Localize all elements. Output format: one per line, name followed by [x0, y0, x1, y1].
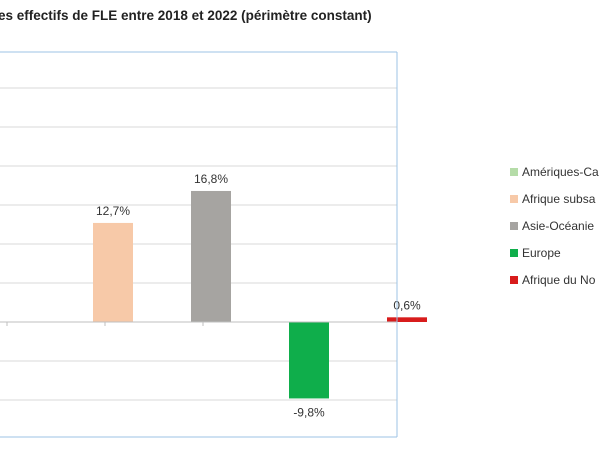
legend-label: Europe: [522, 246, 561, 260]
legend-swatch: [510, 168, 518, 176]
legend-label: Afrique du No: [522, 273, 596, 287]
legend-label: Asie-Océanie: [522, 219, 595, 233]
legend-label: Afrique subsa: [522, 192, 596, 206]
data-label: 0,6%: [393, 298, 421, 312]
bar-afrique-du-no: [387, 317, 427, 322]
chart-title: es effectifs de FLE entre 2018 et 2022 (…: [0, 8, 372, 23]
legend-item: Afrique du No: [510, 273, 600, 300]
bar-asie-oc-anie: [191, 190, 231, 322]
legend-item: Amériques-Ca: [510, 165, 600, 192]
bar-afrique-subsa: [93, 222, 133, 322]
legend-swatch: [510, 222, 518, 230]
data-label: -9,8%: [293, 405, 325, 419]
legend-item: Afrique subsa: [510, 192, 600, 219]
legend-swatch: [510, 249, 518, 257]
legend-item: Europe: [510, 246, 600, 273]
legend-item: Asie-Océanie: [510, 219, 600, 246]
legend: Amériques-Ca Afrique subsa Asie-Océanie Eur…: [510, 165, 600, 300]
legend-swatch: [510, 195, 518, 203]
data-labels: 12,7% 16,8% -9,8% 0,6%: [96, 172, 421, 419]
data-label: 12,7%: [96, 204, 130, 218]
data-label: 16,8%: [194, 172, 228, 186]
bar-europe: [289, 322, 329, 399]
legend-swatch: [510, 276, 518, 284]
legend-label: Amériques-Ca: [522, 165, 599, 179]
bars: [93, 190, 427, 399]
